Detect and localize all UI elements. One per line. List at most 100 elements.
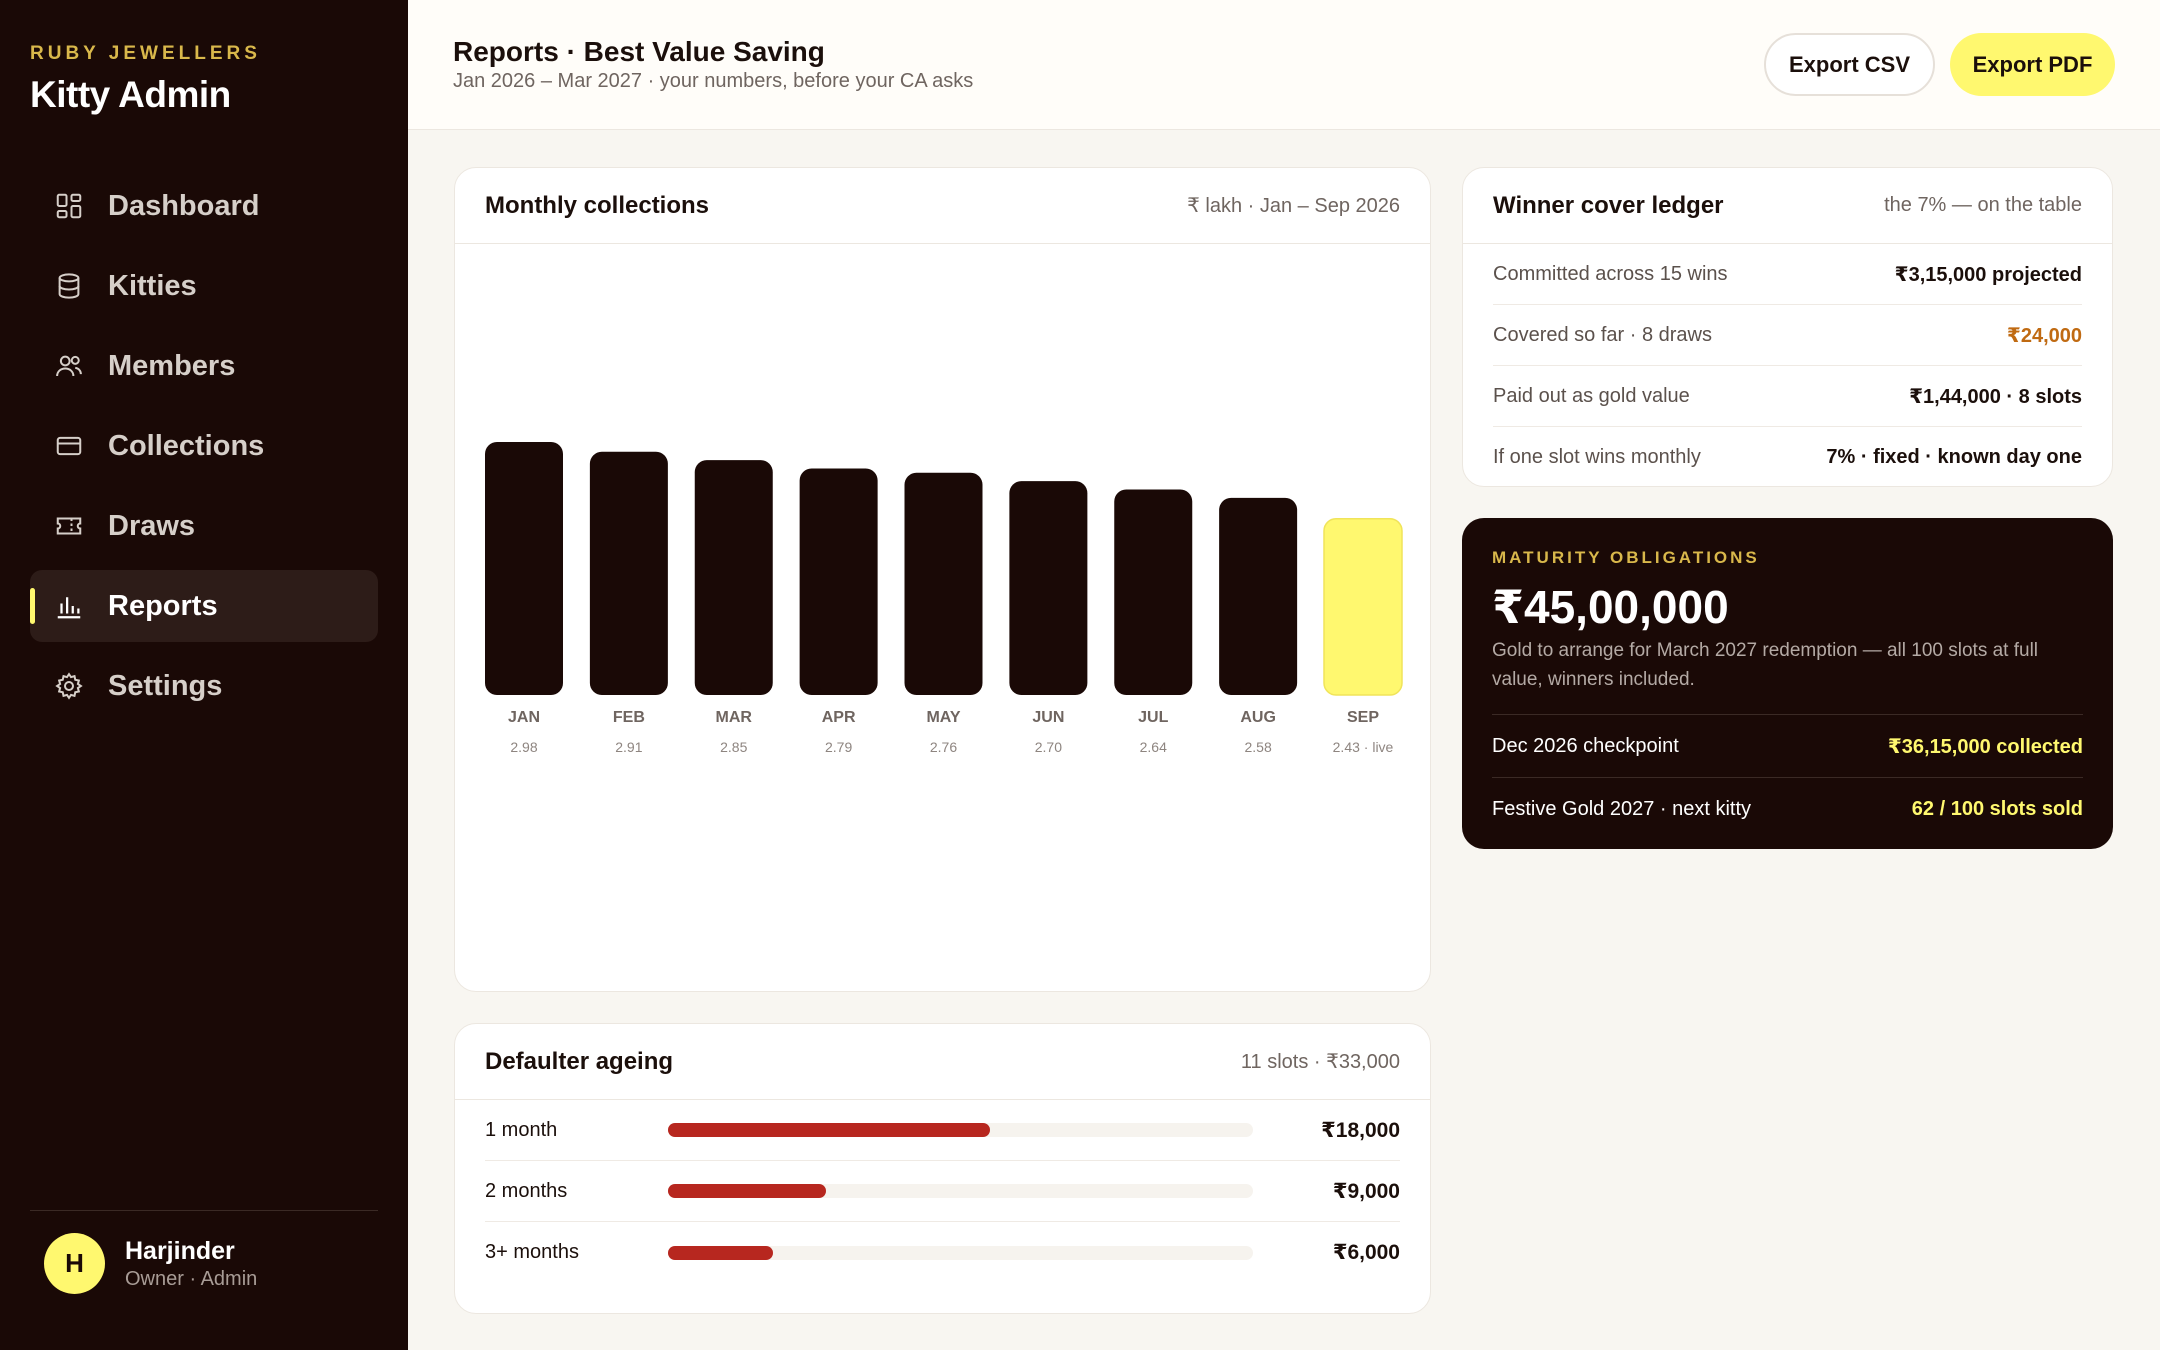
maturity-row-label: Festive Gold 2027 · next kitty xyxy=(1492,797,1752,820)
chart-bar-may xyxy=(904,472,983,695)
ledger-row: Covered so far · 8 draws ₹24,000 xyxy=(1493,305,2082,366)
ledger-value: ₹3,15,000 projected xyxy=(1894,263,2082,286)
chart-x-tick-label: SEP xyxy=(1347,709,1379,726)
chart-data-label: 2.79 xyxy=(825,739,852,755)
ledger-value: 7% · fixed · known day one xyxy=(1826,446,2082,468)
defaulter-bar-fill xyxy=(668,1123,990,1137)
defaulter-ageing-card: Defaulter ageing 11 slots · ₹33,000 1 mo… xyxy=(454,1023,1431,1314)
chart-bar-apr xyxy=(799,468,878,695)
chart-bar-sep xyxy=(1323,518,1403,696)
chart-x-tick-label: APR xyxy=(822,709,856,726)
users-icon xyxy=(54,351,84,381)
ledger-value: ₹1,44,000 · 8 slots xyxy=(1909,385,2082,408)
defaulter-label: 1 month xyxy=(485,1118,558,1141)
defaulter-label: 3+ months xyxy=(485,1241,579,1263)
brand-name: RUBY JEWELLERS xyxy=(30,43,261,64)
sidebar-item-reports[interactable]: Reports xyxy=(30,570,378,642)
card-icon xyxy=(54,431,84,461)
chart-bar-jul xyxy=(1114,489,1193,695)
gear-icon xyxy=(54,671,84,701)
chart-data-label: 2.70 xyxy=(1035,739,1062,755)
dashboard-grid-icon xyxy=(54,191,84,221)
chart-x-tick-label: JAN xyxy=(508,709,540,726)
defaulter-label: 2 months xyxy=(485,1179,568,1202)
ticket-icon xyxy=(54,511,84,541)
maturity-amount: ₹45,00,000 xyxy=(1492,581,1729,633)
app-title: Kitty Admin xyxy=(30,74,231,115)
ledger-label: Paid out as gold value xyxy=(1493,384,1690,407)
maturity-description: Gold to arrange for March 2027 redemptio… xyxy=(1492,640,2039,690)
chart-x-tick-label: JUN xyxy=(1032,709,1064,726)
card-title: Monthly collections xyxy=(485,191,710,219)
user-role: Owner · Admin xyxy=(125,1267,258,1290)
sidebar-item-label: Dashboard xyxy=(108,189,260,222)
export-pdf-button[interactable]: Export PDF xyxy=(1950,33,2115,96)
maturity-row-label: Dec 2026 checkpoint xyxy=(1492,734,1679,757)
sidebar-item-label: Collections xyxy=(108,429,265,462)
sidebar-item-label: Reports xyxy=(108,589,218,622)
card-meta: 11 slots · ₹33,000 xyxy=(1240,1051,1400,1073)
monthly-collections-card: Monthly collections ₹ lakh · Jan – Sep 2… xyxy=(454,167,1431,992)
card-title: Defaulter ageing xyxy=(485,1047,674,1075)
card-meta: the 7% — on the table xyxy=(1884,194,2082,216)
defaulter-bar-track xyxy=(668,1245,1253,1260)
chart-data-label: 2.76 xyxy=(930,739,957,755)
database-stack-icon xyxy=(54,271,84,301)
defaulter-bar-fill xyxy=(668,1184,826,1198)
chart-data-label: 2.85 xyxy=(720,739,747,755)
card-meta: ₹ lakh · Jan – Sep 2026 xyxy=(1187,195,1400,217)
sidebar-item-label: Settings xyxy=(108,669,223,702)
defaulter-amount: ₹9,000 xyxy=(1332,1179,1400,1203)
defaulter-bar-fill xyxy=(668,1245,774,1260)
chart-x-tick-label: MAR xyxy=(716,709,753,726)
defaulter-row: 2 months ₹9,000 xyxy=(485,1161,1400,1222)
avatar: H xyxy=(44,1233,105,1294)
page-header: Reports · Best Value Saving Jan 2026 – M… xyxy=(408,0,2160,130)
sidebar-item-settings[interactable]: Settings xyxy=(30,650,378,722)
defaulter-amount: ₹18,000 xyxy=(1321,1118,1400,1142)
sidebar-item-label: Kitties xyxy=(108,269,197,302)
bar-chart-icon xyxy=(54,591,84,621)
winner-cover-ledger-card: Winner cover ledger the 7% — on the tabl… xyxy=(1462,167,2113,487)
chart-data-label: 2.43 · live xyxy=(1333,739,1394,755)
chart-x-tick-label: AUG xyxy=(1240,709,1276,726)
chart-data-label: 2.64 xyxy=(1140,739,1167,755)
maturity-row: Dec 2026 checkpoint ₹36,15,000 collected xyxy=(1492,714,2083,777)
sidebar-item-collections[interactable]: Collections xyxy=(30,410,378,482)
sidebar-item-label: Draws xyxy=(108,509,196,542)
ledger-label: If one slot wins monthly xyxy=(1493,446,1701,468)
defaulter-bar-track xyxy=(668,1184,1253,1198)
sidebar-item-kitties[interactable]: Kitties xyxy=(30,250,378,322)
ledger-value: ₹24,000 xyxy=(2006,324,2082,347)
chart-data-label: 2.58 xyxy=(1245,739,1272,755)
chart-bar-mar xyxy=(694,460,773,695)
sidebar-item-dashboard[interactable]: Dashboard xyxy=(30,170,378,242)
chart-x-tick-label: JUL xyxy=(1138,709,1168,726)
maturity-obligations-card: MATURITY OBLIGATIONS ₹45,00,000 Gold to … xyxy=(1462,518,2113,849)
card-title: Winner cover ledger xyxy=(1493,191,1724,219)
sidebar-item-members[interactable]: Members xyxy=(30,330,378,402)
sidebar: RUBY JEWELLERS Kitty Admin Dashboard Kit… xyxy=(0,0,408,1350)
user-name: Harjinder xyxy=(125,1236,235,1265)
user-profile[interactable]: H Harjinder Owner · Admin xyxy=(44,1233,257,1294)
maturity-row-value: ₹36,15,000 collected xyxy=(1887,735,2083,758)
defaulter-bar-track xyxy=(668,1123,1253,1137)
defaulter-row: 1 month ₹18,000 xyxy=(485,1100,1400,1161)
page-subtitle: Jan 2026 – Mar 2027 · your numbers, befo… xyxy=(453,70,974,92)
ledger-row: Committed across 15 wins ₹3,15,000 proje… xyxy=(1493,244,2082,305)
chart-bar-jan xyxy=(485,442,563,695)
ledger-row: If one slot wins monthly 7% · fixed · kn… xyxy=(1493,427,2082,486)
page-title: Reports · Best Value Saving xyxy=(453,36,825,67)
defaulter-row: 3+ months ₹6,000 xyxy=(485,1222,1400,1283)
export-csv-button[interactable]: Export CSV xyxy=(1764,33,1935,96)
sidebar-item-draws[interactable]: Draws xyxy=(30,490,378,562)
monthly-collections-chart: JAN 2.98 FEB 2.91 MAR 2.85 APR 2.79 MAY 2.76 JUN 2.… xyxy=(485,442,1403,755)
ledger-label: Committed across 15 wins xyxy=(1493,262,1728,285)
ledger-label: Covered so far · 8 draws xyxy=(1493,323,1712,346)
chart-bar-jun xyxy=(1009,481,1088,695)
chart-x-tick-label: FEB xyxy=(613,709,645,726)
sidebar-divider xyxy=(30,1210,378,1211)
defaulter-amount: ₹6,000 xyxy=(1332,1241,1400,1264)
chart-bar-aug xyxy=(1219,497,1298,695)
sidebar-item-label: Members xyxy=(108,349,236,382)
